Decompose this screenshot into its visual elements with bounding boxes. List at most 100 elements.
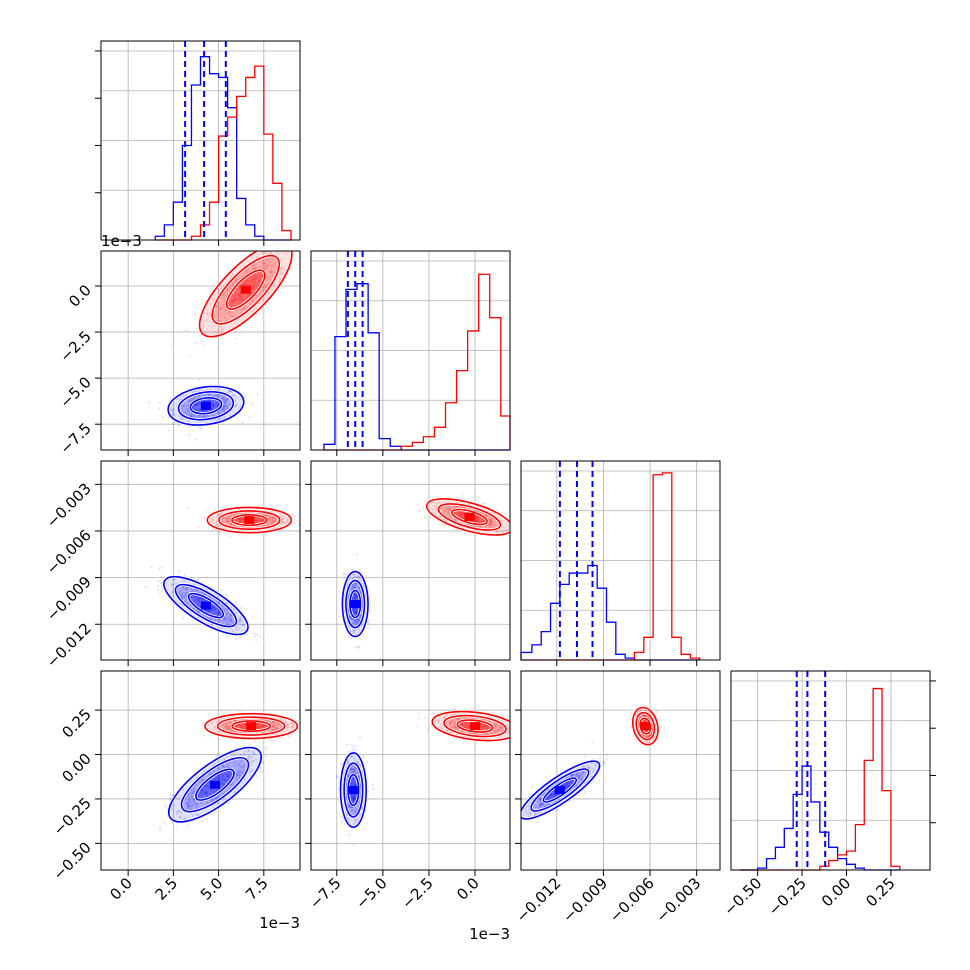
blue-sample-point (223, 403, 227, 406)
blue-sample-point (250, 402, 253, 405)
blue-sample-point (183, 573, 186, 577)
blue-sample-point (234, 404, 238, 407)
blue-sample-point (214, 619, 217, 622)
blue-sample-point (352, 622, 355, 625)
red-sample-point (488, 526, 491, 529)
blue-sample-point (213, 612, 216, 615)
red-sample-point (222, 295, 225, 298)
blue-sample-point (234, 776, 237, 780)
red-sample-point (512, 514, 514, 516)
blue-sample-point (184, 588, 188, 591)
blue-sample-point (200, 599, 204, 602)
blue-sample-point (265, 747, 268, 750)
red-sample-point (460, 514, 463, 517)
blue-sample-point (150, 565, 153, 569)
red-sample-point (255, 517, 259, 520)
red-sample-point (489, 519, 492, 522)
blue-sample-point (192, 408, 195, 411)
red-sample-point (488, 523, 492, 526)
blue-sample-point (209, 609, 212, 613)
blue-sample-point (167, 429, 171, 432)
red-sample-point (255, 520, 258, 524)
red-sample-point (258, 519, 262, 522)
blue-sample-point (356, 575, 359, 579)
red-sample-point (239, 519, 242, 522)
blue-sample-point (201, 409, 204, 412)
blue-sample-point (160, 582, 163, 585)
blue-sample-point (184, 586, 188, 589)
red-sample-point (293, 514, 296, 518)
blue-sample-point (224, 399, 227, 402)
red-sample-point (461, 516, 465, 519)
red-sample-point (506, 529, 509, 532)
blue-sample-point (224, 399, 228, 402)
red-sample-point (237, 302, 240, 306)
blue-sample-point (182, 585, 185, 589)
red-sample-point (443, 510, 447, 513)
blue-sample-point (249, 742, 252, 745)
red-sample-point (218, 306, 222, 309)
blue-sample-point (244, 750, 248, 753)
red-sample-point (275, 243, 277, 245)
blue-sample-point (351, 568, 354, 571)
blue-sample-point (185, 404, 188, 407)
blue-sample-point (198, 408, 201, 411)
red-sample-point (238, 519, 241, 522)
blue-sample-point (186, 807, 189, 810)
red-sample-point (281, 246, 283, 248)
blue-sample-point (192, 790, 195, 793)
red-sample-point (274, 517, 278, 520)
blue-sample-point (225, 773, 228, 776)
blue-sample-point (211, 405, 214, 408)
red-sample-point (272, 258, 275, 261)
blue-sample-point (350, 618, 354, 621)
blue-sample-point (199, 600, 202, 603)
red-sample-point (459, 512, 462, 516)
panel-border (100, 40, 301, 241)
red-sample-point (250, 277, 253, 280)
red-sample-point (236, 298, 239, 301)
red-sample-point (476, 518, 479, 522)
red-sample-point (435, 502, 439, 505)
blue-sample-point (357, 618, 360, 621)
blue-sample-point (180, 596, 183, 599)
blue-sample-point (199, 605, 202, 609)
red-sample-point (510, 524, 512, 526)
blue-sample-point (356, 596, 359, 599)
red-sample-point (237, 533, 240, 536)
blue-sample-point (224, 402, 227, 405)
blue-sample-point (192, 800, 195, 803)
blue-sample-point (201, 779, 205, 782)
red-contour (231, 514, 268, 527)
blue-sample-point (195, 806, 198, 809)
blue-sample-point (164, 805, 167, 808)
blue-sample-point (222, 396, 225, 399)
red-sample-point (447, 506, 450, 509)
red-sample-point (254, 520, 257, 523)
red-sample-point (225, 520, 228, 523)
blue-sample-point (228, 771, 231, 774)
blue-sample-point (187, 802, 190, 805)
red-sample-point (475, 515, 478, 519)
blue-sample-point (232, 753, 235, 756)
blue-sample-point (211, 788, 214, 792)
blue-sample-point (354, 596, 357, 599)
red-sample-point (264, 251, 267, 254)
blue-sample-point (357, 617, 360, 621)
red-sample-point (458, 511, 461, 514)
blue-sample-point (337, 590, 341, 593)
blue-sample-point (192, 397, 195, 400)
x-tick-label: 5.0 (197, 874, 227, 904)
blue-sample-point (224, 617, 228, 620)
blue-sample-point (227, 765, 231, 769)
red-sample-point (258, 520, 262, 523)
red-sample-point (443, 509, 446, 512)
blue-sample-point (194, 787, 197, 791)
blue-sample-point (205, 792, 208, 795)
red-contour (225, 269, 266, 310)
scatter-panel-0-2: −0.012−0.009−0.006−0.003 (43, 460, 301, 671)
red-sample-point (226, 292, 229, 296)
blue-sample-point (247, 749, 250, 752)
blue-sample-point (187, 799, 190, 802)
red-sample-point (516, 547, 518, 549)
